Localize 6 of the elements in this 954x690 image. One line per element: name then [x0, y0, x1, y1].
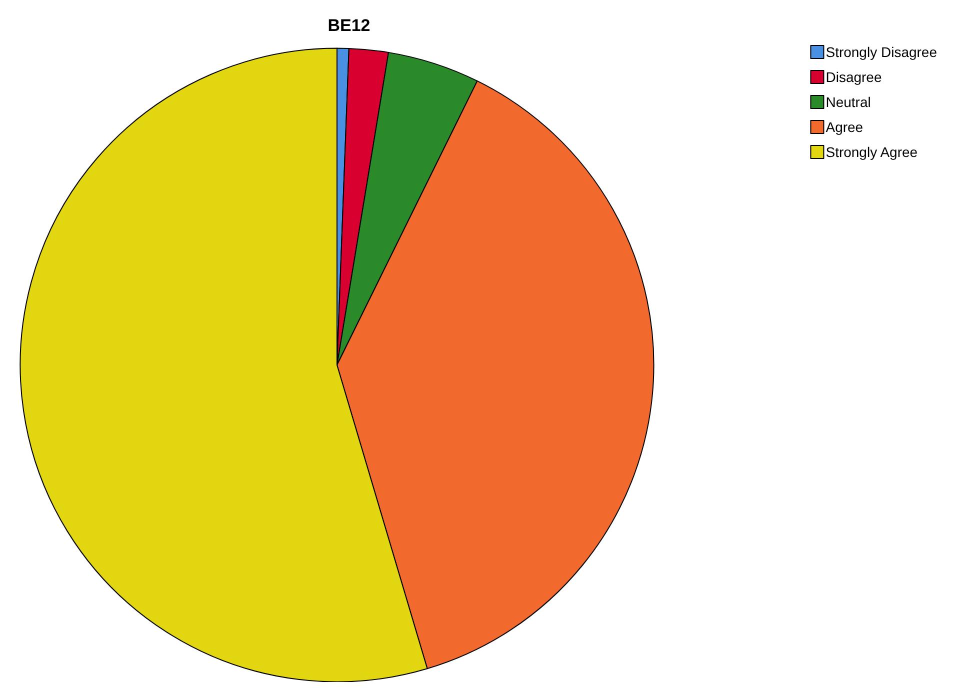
legend-label: Strongly Disagree [826, 44, 938, 60]
legend-label: Agree [826, 119, 864, 135]
chart-title: BE12 [328, 16, 370, 35]
legend-label: Disagree [826, 69, 882, 85]
legend-label: Strongly Agree [826, 144, 918, 160]
legend-label: Neutral [826, 94, 871, 110]
